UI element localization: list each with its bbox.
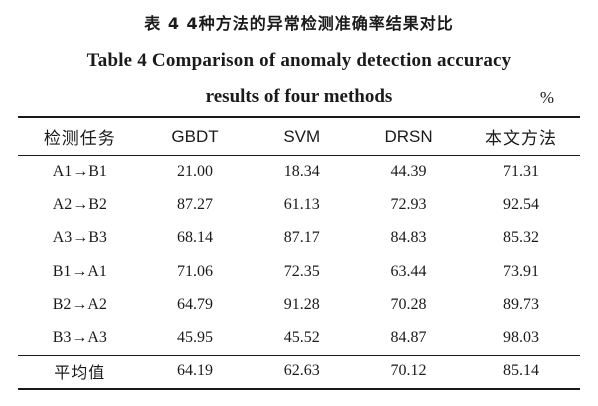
table-caption-chinese: 表 4 4种方法的异常检测准确率结果对比: [144, 14, 454, 33]
cell-svm: 72.35: [283, 262, 320, 280]
header-svm: SVM: [283, 126, 321, 146]
header-gbdt: GBDT: [171, 126, 219, 146]
cell-svm: 61.13: [283, 195, 320, 213]
header-drsn: DRSN: [384, 126, 433, 146]
table-body: A1→B1 21.00 18.34 44.39 71.31 A2→B2 87.27 61.13…: [18, 155, 580, 388]
cell-svm: 45.52: [283, 329, 320, 347]
table-bottom-rule: [18, 388, 580, 390]
cell-svm: 87.17: [283, 229, 320, 247]
header-task: 检测任务: [43, 129, 116, 149]
cell-ours: 85.32: [502, 229, 539, 247]
table-row: A2→B2 87.27 61.13 72.93 92.54: [18, 188, 580, 221]
cell-gbdt: 68.14: [177, 229, 213, 247]
cell-ours: 71.31: [502, 162, 539, 180]
cell-svm: 91.28: [283, 295, 320, 313]
table-row: A1→B1 21.00 18.34 44.39 71.31: [18, 155, 580, 188]
cell-ours: 98.03: [502, 329, 539, 347]
cell-task: B1→A1: [52, 262, 107, 280]
table-top-rule: [18, 116, 580, 118]
table-row-mean: 平均值 64.19 62.63 70.12 85.14: [18, 355, 580, 388]
cell-gbdt: 45.95: [177, 329, 213, 347]
cell-drsn: 84.87: [390, 329, 427, 347]
cell-task: 平均值: [54, 363, 106, 383]
cell-svm: 62.63: [283, 362, 320, 380]
cell-drsn: 63.44: [390, 262, 427, 280]
cell-drsn: 72.93: [390, 195, 427, 213]
unit-label: %: [539, 88, 554, 107]
table-header-rule: [18, 155, 580, 156]
cell-gbdt: 64.19: [177, 362, 213, 380]
cell-task: B3→A3: [52, 329, 107, 347]
cell-gbdt: 71.06: [177, 262, 213, 280]
cell-ours: 92.54: [502, 195, 539, 213]
cell-task: B2→A2: [52, 295, 107, 313]
cell-drsn: 84.83: [390, 229, 427, 247]
cell-drsn: 70.12: [390, 362, 427, 380]
cell-task: A2→B2: [52, 195, 107, 213]
table-row: A3→B3 68.14 87.17 84.83 85.32: [18, 222, 580, 255]
table-header-row: 检测任务 GBDT SVM DRSN 本文方法: [18, 118, 580, 155]
accuracy-table: 检测任务 GBDT SVM DRSN 本文方法 A1→B1 21.00 18.34 4…: [18, 118, 580, 388]
cell-gbdt: 87.27: [177, 195, 213, 213]
cell-ours: 73.91: [502, 262, 539, 280]
cell-task: A3→B3: [52, 229, 107, 247]
cell-drsn: 70.28: [390, 295, 427, 313]
table-caption-english-line-1: Table 4 Comparison of anomaly detection …: [86, 50, 512, 71]
cell-drsn: 44.39: [390, 162, 427, 180]
cell-ours: 89.73: [502, 295, 539, 313]
cell-gbdt: 64.79: [177, 295, 213, 313]
cell-svm: 18.34: [283, 162, 320, 180]
table-row: B1→A1 71.06 72.35 63.44 73.91: [18, 255, 580, 288]
table-mean-rule: [18, 355, 580, 356]
table-row: B2→A2 64.79 91.28 70.28 89.73: [18, 288, 580, 321]
cell-ours: 85.14: [502, 362, 539, 380]
table-caption-english-line-2: results of four methods: [205, 86, 393, 107]
table-row: B3→A3 45.95 45.52 84.87 98.03: [18, 321, 580, 354]
cell-gbdt: 21.00: [177, 162, 213, 180]
header-proposed-method: 本文方法: [484, 129, 557, 149]
cell-task: A1→B1: [52, 162, 107, 180]
